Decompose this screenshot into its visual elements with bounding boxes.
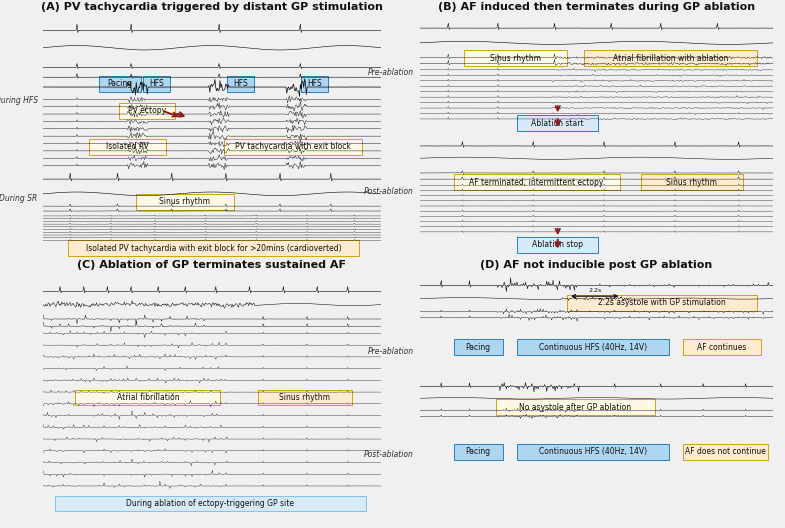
FancyBboxPatch shape — [454, 174, 619, 190]
FancyBboxPatch shape — [584, 50, 758, 66]
Text: HFS: HFS — [233, 80, 248, 89]
Text: Continuous HFS (40Hz, 14V): Continuous HFS (40Hz, 14V) — [539, 447, 647, 456]
FancyBboxPatch shape — [683, 444, 768, 459]
Text: Post-ablation: Post-ablation — [363, 187, 414, 196]
Text: Continuous HFS (40Hz, 14V): Continuous HFS (40Hz, 14V) — [539, 343, 647, 352]
FancyBboxPatch shape — [683, 340, 761, 355]
FancyBboxPatch shape — [224, 139, 362, 155]
FancyBboxPatch shape — [143, 76, 170, 92]
FancyBboxPatch shape — [496, 400, 655, 415]
FancyBboxPatch shape — [517, 340, 669, 355]
Text: Sinus rhythm: Sinus rhythm — [279, 393, 330, 402]
Text: Post-ablation: Post-ablation — [363, 450, 414, 459]
Text: Ablation stop: Ablation stop — [532, 240, 583, 249]
Text: Pre-ablation: Pre-ablation — [367, 347, 414, 356]
Text: PV ectopy: PV ectopy — [128, 107, 166, 116]
Text: Pacing: Pacing — [466, 343, 491, 352]
Text: Atrial fibrillation: Atrial fibrillation — [116, 393, 179, 402]
FancyBboxPatch shape — [227, 76, 254, 92]
FancyBboxPatch shape — [55, 496, 366, 511]
Text: (B) AF induced then terminates during GP ablation: (B) AF induced then terminates during GP… — [438, 2, 755, 12]
Text: Sinus rhythm: Sinus rhythm — [490, 54, 541, 63]
Text: Isolated PV tachycardia with exit block for >20mins (cardioverted): Isolated PV tachycardia with exit block … — [86, 244, 341, 253]
Text: 2.2s: 2.2s — [588, 288, 601, 293]
Text: (C) Ablation of GP terminates sustained AF: (C) Ablation of GP terminates sustained … — [78, 260, 346, 270]
FancyBboxPatch shape — [301, 76, 328, 92]
FancyBboxPatch shape — [99, 76, 141, 92]
Text: Ablation start: Ablation start — [531, 119, 584, 128]
FancyBboxPatch shape — [257, 390, 352, 406]
Text: Pacing: Pacing — [466, 447, 491, 456]
Text: During HFS: During HFS — [0, 96, 38, 105]
FancyBboxPatch shape — [517, 115, 598, 131]
FancyBboxPatch shape — [567, 295, 758, 310]
FancyBboxPatch shape — [68, 240, 359, 257]
Text: (D) AF not inducible post GP ablation: (D) AF not inducible post GP ablation — [480, 260, 713, 270]
Text: Sinus rhythm: Sinus rhythm — [666, 178, 717, 187]
Text: Isolated PV: Isolated PV — [106, 142, 149, 151]
FancyBboxPatch shape — [454, 340, 503, 355]
Text: HFS: HFS — [149, 80, 163, 89]
Text: No asystole after GP ablation: No asystole after GP ablation — [520, 403, 631, 412]
FancyBboxPatch shape — [119, 103, 175, 119]
FancyBboxPatch shape — [464, 50, 567, 66]
Text: AF continues: AF continues — [697, 343, 747, 352]
Text: Pacing: Pacing — [108, 80, 133, 89]
FancyBboxPatch shape — [89, 139, 166, 155]
Text: During ablation of ectopy-triggering GP site: During ablation of ectopy-triggering GP … — [126, 499, 294, 508]
FancyBboxPatch shape — [517, 237, 598, 253]
Text: 2.2s asystole with GP stimulation: 2.2s asystole with GP stimulation — [598, 298, 726, 307]
Text: PV tachycardia with exit block: PV tachycardia with exit block — [235, 142, 351, 151]
Text: Sinus rhythm: Sinus rhythm — [159, 197, 210, 206]
FancyBboxPatch shape — [517, 444, 669, 459]
FancyBboxPatch shape — [454, 444, 503, 459]
Text: During SR: During SR — [0, 194, 38, 203]
Text: AF does not continue: AF does not continue — [685, 447, 766, 456]
Text: AF terminated; intermittent ectopy: AF terminated; intermittent ectopy — [469, 178, 604, 187]
FancyBboxPatch shape — [641, 174, 743, 190]
FancyBboxPatch shape — [136, 194, 234, 210]
Text: HFS: HFS — [308, 80, 323, 89]
FancyBboxPatch shape — [75, 390, 221, 406]
Text: (A) PV tachycardia triggered by distant GP stimulation: (A) PV tachycardia triggered by distant … — [41, 2, 383, 12]
Text: Atrial fibrillation with ablation: Atrial fibrillation with ablation — [613, 54, 728, 63]
Text: Pre-ablation: Pre-ablation — [367, 68, 414, 77]
